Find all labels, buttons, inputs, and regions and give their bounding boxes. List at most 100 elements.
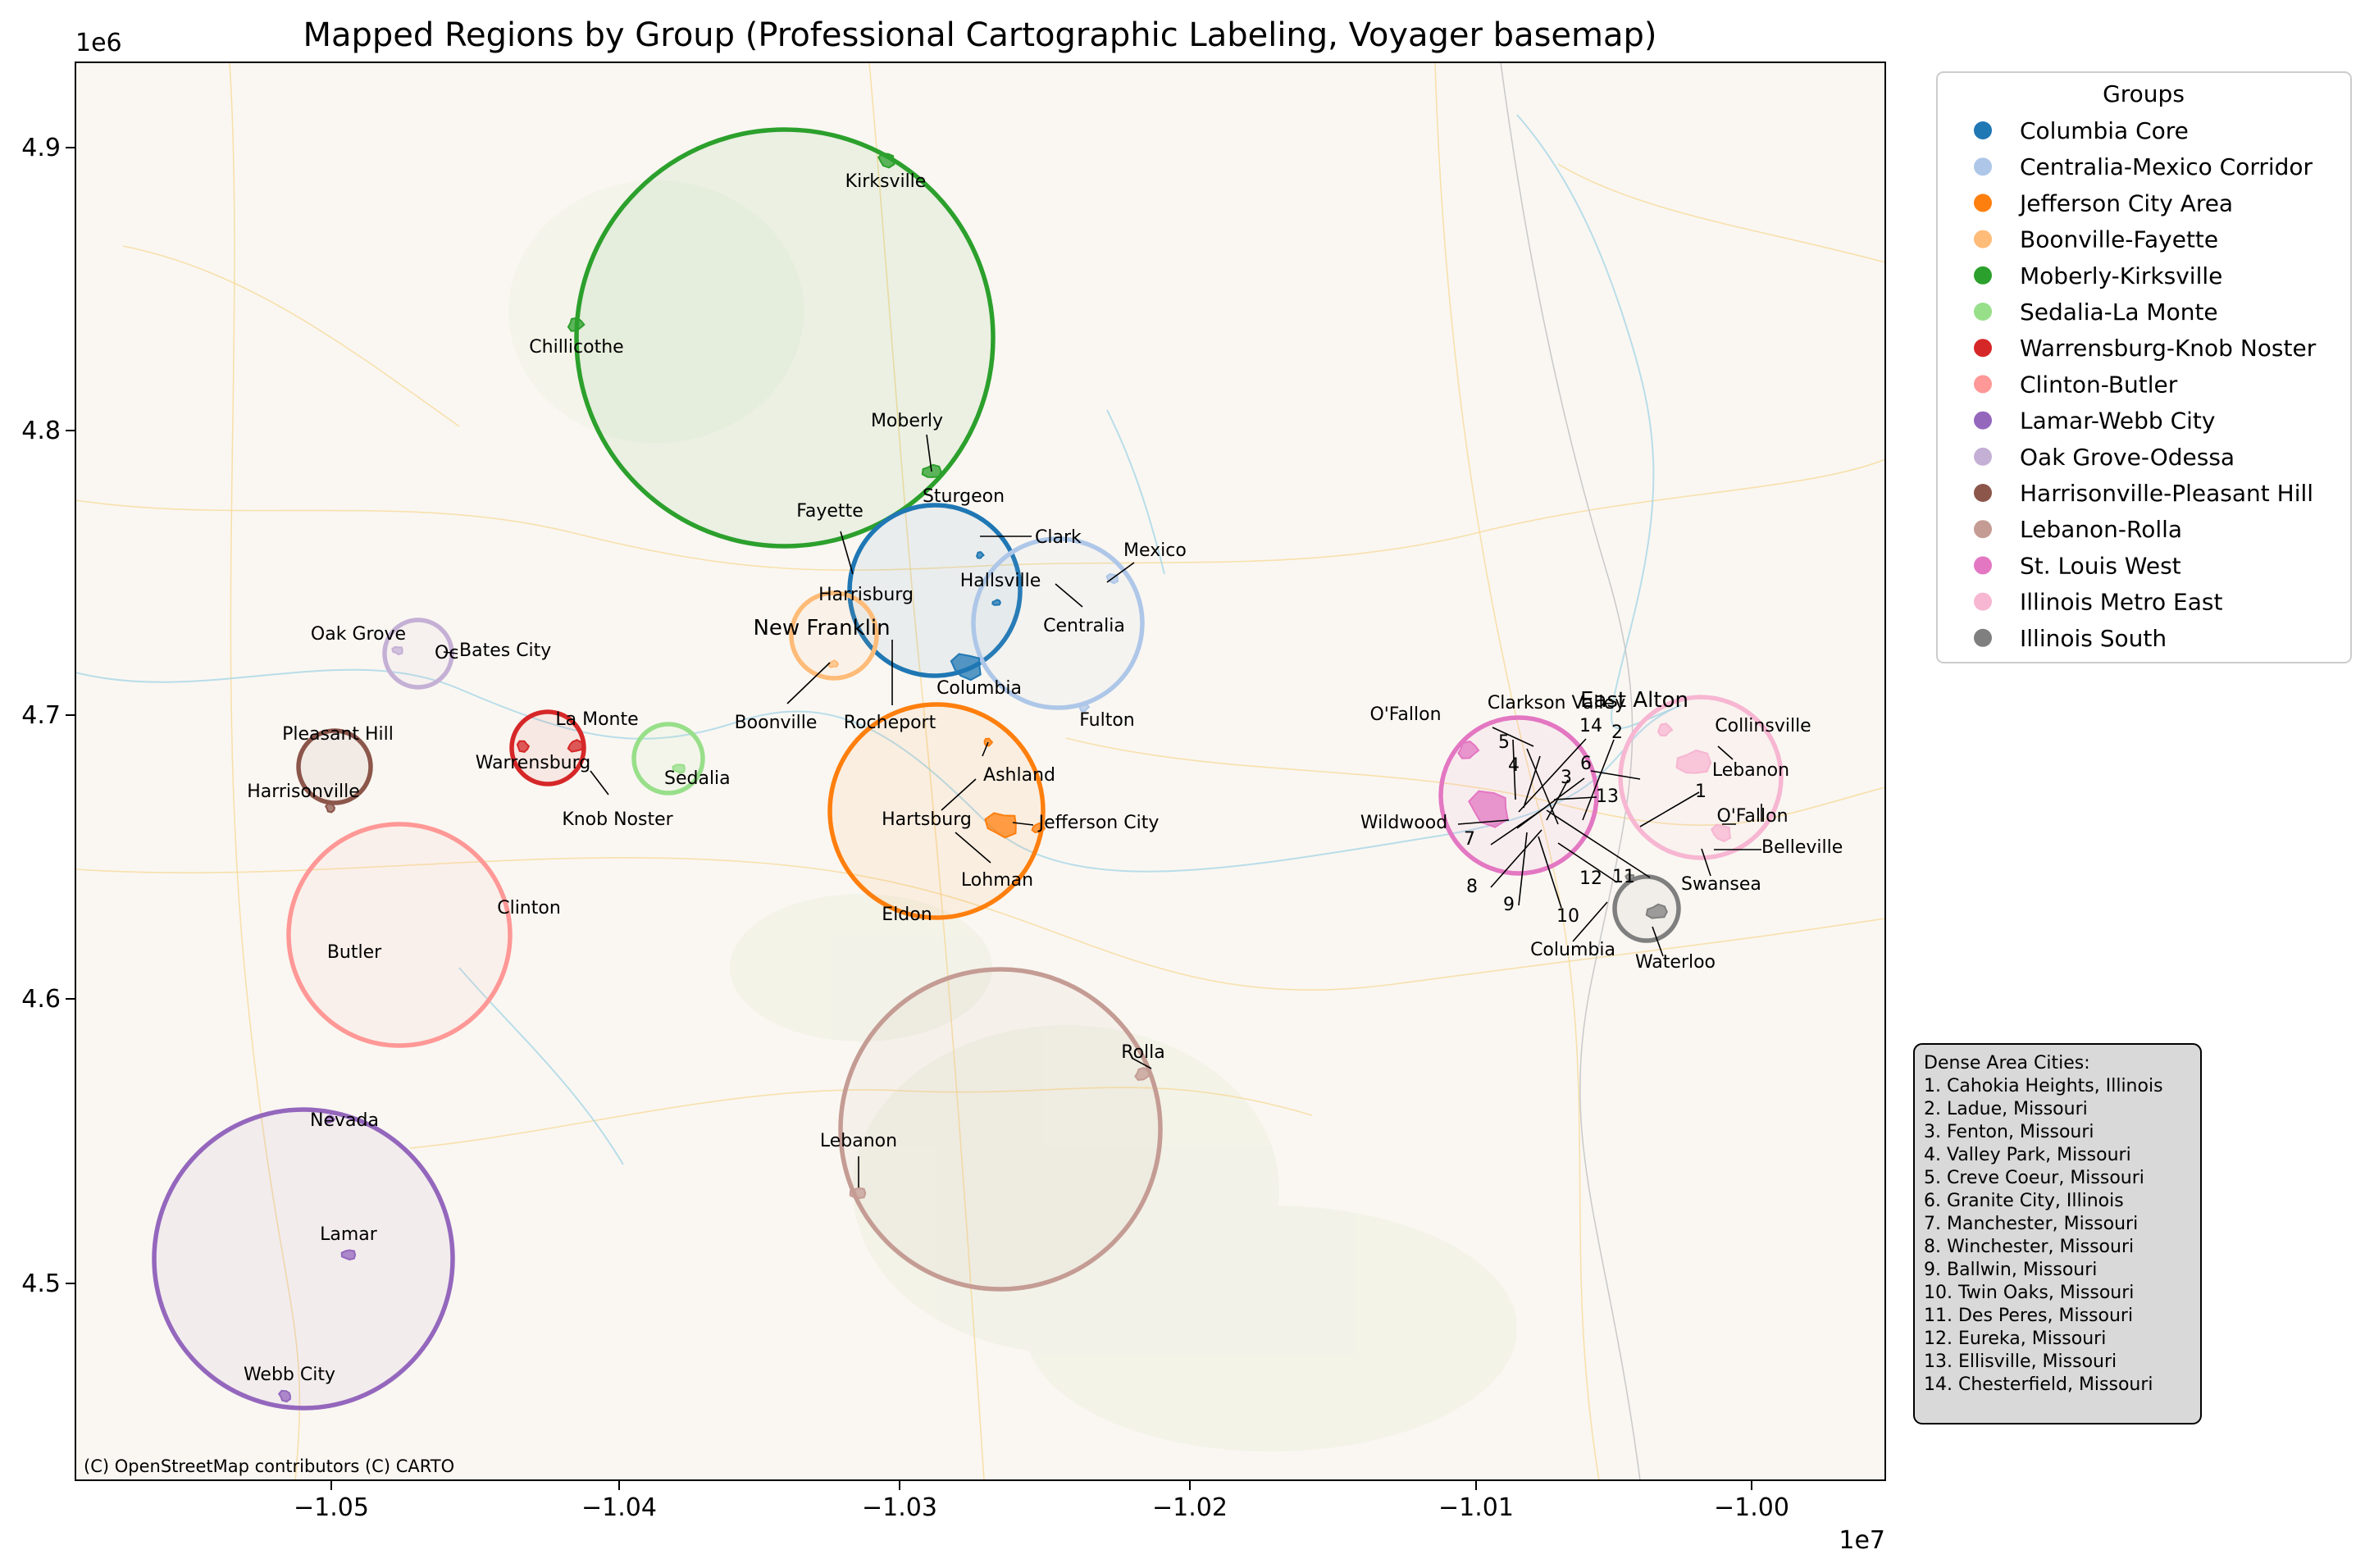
group-circle: [509, 709, 586, 786]
city-label: Sturgeon: [923, 486, 1005, 507]
dense-number-label: 6: [1580, 754, 1592, 774]
x-tick-label: −1.04: [581, 1493, 657, 1522]
city-label: Wildwood: [1360, 813, 1447, 833]
leader-line: [1131, 1057, 1152, 1069]
city-label: Columbia: [1530, 940, 1615, 960]
dense-number-label: 11: [1612, 867, 1635, 887]
group-circle: [152, 1107, 455, 1411]
leader-line: [926, 434, 932, 472]
dense-box-item: 9. Ballwin, Missouri: [1924, 1260, 2097, 1280]
group-circle: [838, 967, 1163, 1292]
y-tick-label: 4.9: [21, 134, 61, 162]
city-label: Fayette: [796, 501, 863, 522]
legend-marker: [1974, 266, 1992, 285]
legend-label: Illinois South: [2020, 625, 2167, 652]
city-shape: [877, 152, 895, 169]
legend-marker: [1974, 339, 1992, 358]
x-tick-label: −1.02: [1152, 1493, 1228, 1522]
leader-line: [1106, 562, 1135, 583]
map-title: Mapped Regions by Group (Professional Ca…: [303, 16, 1656, 54]
city-label: O'Fallon: [1716, 806, 1788, 827]
city-shape: [391, 645, 403, 656]
city-label: Jefferson City: [1037, 813, 1160, 833]
city-shape: [1710, 823, 1732, 843]
y-tick-label: 4.6: [21, 985, 61, 1014]
city-label: Eldon: [882, 905, 932, 925]
dense-box-item: 10. Twin Oaks, Missouri: [1924, 1283, 2134, 1303]
dense-box-item: 12. Eureka, Missouri: [1924, 1329, 2106, 1349]
city-shape: [567, 317, 586, 332]
leader-line: [443, 651, 458, 654]
city-label: Knob Noster: [562, 809, 673, 830]
leader-line: [1546, 809, 1651, 878]
y-tick-label: 4.8: [21, 417, 61, 445]
dense-number-label: 2: [1611, 722, 1623, 743]
group-circle: [286, 822, 513, 1048]
dense-number-label: 13: [1596, 786, 1619, 807]
city-label: Belleville: [1761, 837, 1843, 858]
leader-line: [1012, 822, 1034, 826]
map-plot-area[interactable]: Kirksville Chillicothe Moberly Sturgeon Clar…: [75, 62, 1885, 1480]
city-shape: [950, 653, 982, 681]
city-label: Ashland: [983, 765, 1055, 786]
dense-number-label: 5: [1498, 732, 1510, 753]
leader-line: [1526, 748, 1559, 825]
dense-number-label: 14: [1579, 716, 1602, 736]
city-shape: [849, 1187, 867, 1200]
city-label: Kirksville: [845, 171, 927, 192]
legend-label: Lamar-Webb City: [2020, 408, 2215, 435]
leader-line: [1518, 832, 1528, 906]
group-circle: [1618, 695, 1784, 860]
basemap-background: [75, 62, 1885, 1480]
group-circle: [827, 702, 1046, 920]
city-label: Nevada: [310, 1110, 379, 1131]
legend-marker: [1974, 411, 1992, 430]
city-label: Lebanon: [1712, 760, 1789, 781]
dense-number-label: 8: [1466, 877, 1478, 897]
dense-number-label: 1: [1695, 782, 1707, 802]
dense-box-item: 7. Manchester, Missouri: [1924, 1214, 2138, 1234]
city-label: East Alton: [1580, 688, 1688, 713]
city-label: Collinsville: [1715, 716, 1811, 736]
leader-line: [1523, 755, 1541, 809]
city-shape: [1675, 749, 1712, 774]
basemap-roads: [75, 62, 1885, 1480]
dense-box-item: 14. Chesterfield, Missouri: [1924, 1374, 2153, 1395]
legend-marker: [1974, 592, 1992, 611]
legend-label: Warrensburg-Knob Noster: [2020, 335, 2317, 362]
dense-number-label: 12: [1579, 868, 1602, 889]
leader-line: [1457, 819, 1510, 825]
dense-number-label: 3: [1561, 768, 1572, 788]
leader-line: [941, 778, 977, 811]
dense-number-label: 9: [1503, 895, 1515, 915]
legend-title: Groups: [2103, 80, 2185, 107]
legend-label: Lebanon-Rolla: [2020, 516, 2182, 543]
city-shape: [1078, 701, 1091, 713]
leader-line: [1582, 739, 1615, 821]
dense-number-label: 7: [1464, 829, 1475, 850]
city-label: Clinton: [497, 898, 561, 918]
dense-box-item: 5. Creve Coeur, Missouri: [1924, 1168, 2144, 1188]
leader-line: [1557, 842, 1618, 883]
leader-line: [1490, 829, 1542, 888]
legend-marker: [1974, 484, 1992, 502]
city-labels: Kirksville Chillicothe Moberly Sturgeon Clar…: [244, 171, 1843, 1385]
legend-label: Columbia Core: [2020, 117, 2189, 144]
dense-box-item: 13. Ellisville, Missouri: [1924, 1351, 2117, 1372]
legend-marker: [1974, 628, 1992, 647]
leader-line: [1639, 791, 1700, 827]
leader-line: [1652, 926, 1664, 957]
legend-label: Boonville-Fayette: [2020, 226, 2218, 253]
city-label: Bates City: [459, 640, 551, 661]
city-label: Chillicothe: [529, 337, 623, 358]
dense-box-item: 6. Granite City, Illinois: [1924, 1191, 2124, 1211]
x-axis: −1.05 −1.04 −1.03 −1.02 −1.01 −1.00: [294, 1480, 1789, 1522]
legend-marker: [1974, 447, 1992, 466]
city-label: Webb City: [244, 1365, 335, 1385]
plot-frame: [75, 62, 1886, 1481]
group-circle: [1438, 715, 1599, 876]
leader-line: [1492, 727, 1534, 747]
city-label: Lamar: [320, 1224, 378, 1245]
city-label: Butler: [327, 942, 382, 963]
city-shape: [324, 1114, 336, 1124]
